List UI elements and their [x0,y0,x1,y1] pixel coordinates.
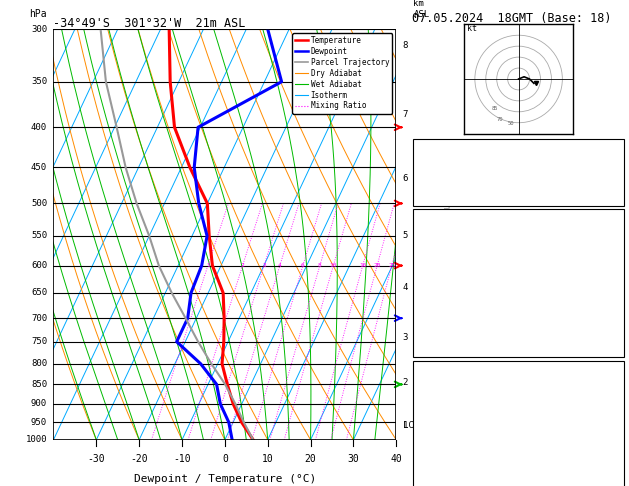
Text: 850: 850 [31,380,47,389]
Text: Most Unstable: Most Unstable [478,364,559,374]
Text: 6.6: 6.6 [601,233,620,243]
Text: CIN (J): CIN (J) [418,335,462,345]
Text: 7: 7 [403,110,408,119]
Text: Pressure (mb): Pressure (mb) [418,384,499,395]
Text: 30: 30 [348,454,359,464]
Text: 0: 0 [222,454,228,464]
Text: Dewpoint / Temperature (°C): Dewpoint / Temperature (°C) [134,473,316,484]
Text: 16: 16 [359,263,367,268]
Text: 1: 1 [403,421,408,431]
Text: 85: 85 [491,105,498,111]
Text: 550: 550 [31,231,47,241]
Text: 1000: 1000 [26,435,47,444]
Text: θₑ (K): θₑ (K) [418,405,456,415]
Text: CAPE (J): CAPE (J) [418,446,468,456]
Text: kt: kt [467,24,477,33]
Text: 20: 20 [304,454,316,464]
Text: PW (cm): PW (cm) [418,183,462,193]
Text: Temp (°C): Temp (°C) [418,233,474,243]
Text: 750: 750 [31,337,47,346]
Text: 18: 18 [608,425,620,435]
Text: 0: 0 [614,466,620,476]
Text: 10: 10 [262,454,274,464]
Text: 302: 302 [601,405,620,415]
Text: 450: 450 [31,163,47,172]
Text: km
ASL: km ASL [413,0,430,19]
Text: 700: 700 [31,313,47,323]
Text: -30: -30 [87,454,105,464]
Legend: Temperature, Dewpoint, Parcel Trajectory, Dry Adiabat, Wet Adiabat, Isotherm, Mi: Temperature, Dewpoint, Parcel Trajectory… [292,33,392,114]
Text: 70: 70 [497,117,503,122]
Text: Surface: Surface [497,212,540,223]
Text: -20: -20 [130,454,148,464]
Text: 07.05.2024  18GMT (Base: 18): 07.05.2024 18GMT (Base: 18) [412,12,611,25]
Text: 950: 950 [31,418,47,427]
Text: 8: 8 [403,41,408,51]
Text: 4: 4 [403,283,408,292]
Text: hPa: hPa [30,9,47,19]
Text: 900: 900 [31,399,47,408]
Text: 4: 4 [278,263,282,268]
Text: 0: 0 [614,335,620,345]
Text: 23: 23 [608,294,620,304]
Text: θₑ(K): θₑ(K) [418,274,450,284]
Text: 10: 10 [330,263,337,268]
Text: 750: 750 [601,384,620,395]
Text: 290: 290 [601,274,620,284]
Text: 400: 400 [31,123,47,132]
Text: 8: 8 [318,263,322,268]
Text: 500: 500 [31,199,47,208]
Text: Mixing Ratio (g/kg): Mixing Ratio (g/kg) [443,187,452,282]
Text: 1.7: 1.7 [601,253,620,263]
Text: 5: 5 [403,231,408,241]
Text: 3: 3 [403,332,408,342]
Text: -34°49'S  301°32'W  21m ASL: -34°49'S 301°32'W 21m ASL [53,17,246,30]
Text: LCL: LCL [403,421,419,431]
Text: -10: -10 [173,454,191,464]
Text: -35: -35 [601,142,620,153]
Text: 25: 25 [388,263,396,268]
Text: 0: 0 [614,314,620,325]
Text: 2: 2 [403,378,408,387]
Text: 6: 6 [403,174,408,183]
Text: 12: 12 [608,163,620,173]
Text: 600: 600 [31,261,47,270]
Text: 6: 6 [301,263,305,268]
Text: 800: 800 [31,359,47,368]
Text: 0: 0 [614,446,620,456]
Text: Lifted Index: Lifted Index [418,294,493,304]
Text: CIN (J): CIN (J) [418,466,462,476]
Text: 300: 300 [31,25,47,34]
Text: Dewp (°C): Dewp (°C) [418,253,474,263]
Text: CAPE (J): CAPE (J) [418,314,468,325]
Text: K: K [418,142,425,153]
Text: Lifted Index: Lifted Index [418,425,493,435]
Text: 3: 3 [262,263,266,268]
Text: 350: 350 [31,77,47,86]
Text: 40: 40 [391,454,402,464]
Text: 50: 50 [508,121,514,126]
Text: © weatheronline.co.uk: © weatheronline.co.uk [462,468,575,477]
Text: 1: 1 [206,263,209,268]
Text: 0.54: 0.54 [595,183,620,193]
Text: 20: 20 [374,263,381,268]
Text: 2: 2 [241,263,245,268]
Text: Totals Totals: Totals Totals [418,163,499,173]
Text: 650: 650 [31,288,47,297]
